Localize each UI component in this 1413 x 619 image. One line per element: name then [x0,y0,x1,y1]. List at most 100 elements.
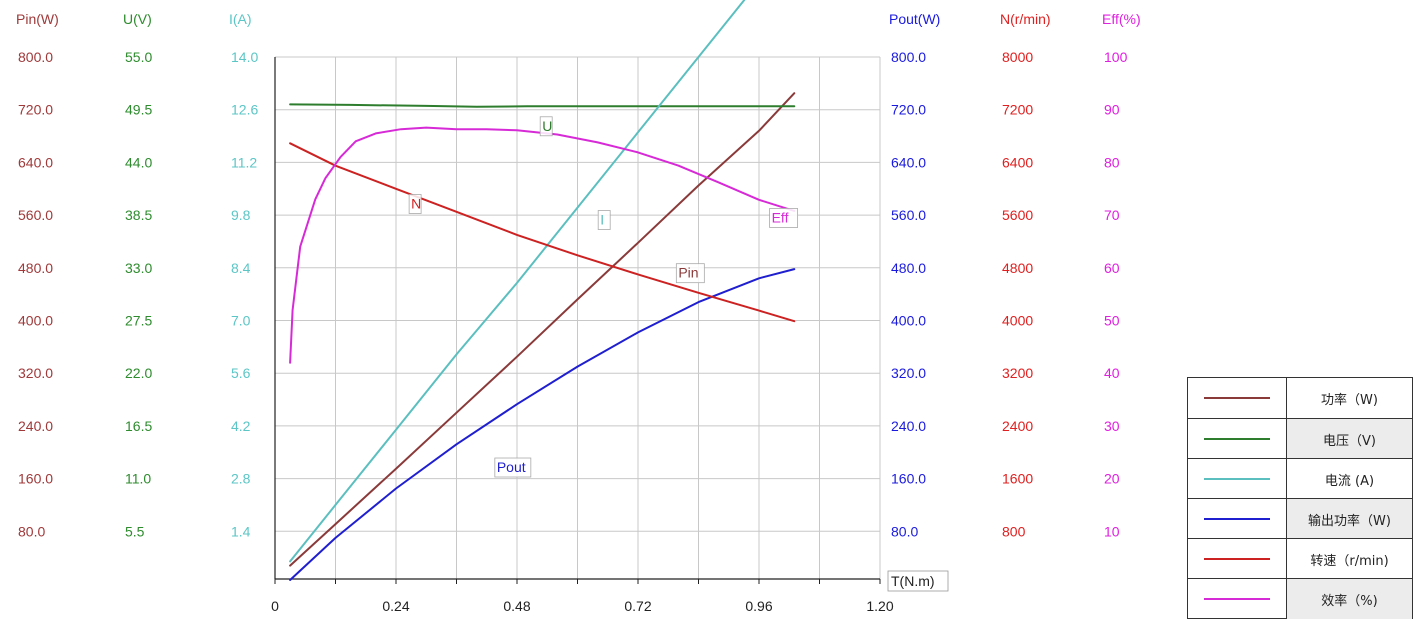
y-tick-label-n: 800 [1002,523,1026,539]
series-tag-box-n [408,194,422,214]
y-tick-label-eff: 20 [1104,471,1120,487]
y-tick-label-pout: 800.0 [891,49,926,65]
legend-item-pin: 功率（W) [1188,378,1412,418]
y-tick-label-u: 44.0 [125,154,152,170]
y-tick-label-n: 7200 [1002,102,1033,118]
legend-label-n: 转速（r/min) [1310,553,1389,569]
y-tick-label-eff: 10 [1104,523,1120,539]
legend-label-pout: 输出功率（W) [1287,499,1412,539]
y-tick-label-u: 22.0 [125,365,152,381]
y-tick-label-i: 2.8 [231,471,251,487]
y-tick-label-eff: 60 [1104,260,1120,276]
y-tick-label-n: 2400 [1002,418,1033,434]
y-tick-label-pin: 480.0 [18,260,53,276]
x-tick-label: 1.20 [866,598,893,614]
y-axis-header-u: U(V) [123,11,152,27]
y-tick-label-n: 5600 [1002,207,1033,223]
series-line-n [289,142,796,323]
legend-swatch-eff [1204,598,1270,600]
y-tick-label-pin: 240.0 [18,418,53,434]
y-tick-label-pout: 640.0 [891,154,926,170]
y-tick-label-n: 4800 [1002,260,1033,276]
legend: 功率（W) 电压（V) 电流 (A) 输出功率（W) 转速（r/min) 效率（… [1187,377,1413,619]
series-line-pin [289,92,796,567]
y-tick-label-u: 55.0 [125,49,152,65]
x-tick-label: 0 [271,598,279,614]
y-tick-label-pout: 320.0 [891,365,926,381]
legend-swatch-n [1204,558,1270,560]
series-tag-pout: Pout [497,459,526,475]
y-tick-label-i: 7.0 [231,313,251,329]
legend-label-pin: 功率（W) [1321,392,1378,408]
x-axis-label: T(N.m) [891,573,935,589]
y-tick-label-i: 8.4 [231,260,251,276]
legend-item-i: 电流 (A) [1188,458,1412,499]
legend-label-i: 电流 (A) [1324,473,1375,489]
y-tick-label-pout: 80.0 [891,523,918,539]
y-tick-label-pin: 640.0 [18,154,53,170]
legend-item-pout: 输出功率（W) [1188,498,1412,539]
y-tick-label-n: 3200 [1002,365,1033,381]
legend-swatch-u [1204,438,1270,440]
y-tick-label-eff: 100 [1104,49,1128,65]
x-tick-label: 0.24 [382,598,409,614]
series-line-i [289,0,746,563]
legend-swatch-pin [1204,397,1270,399]
legend-item-n: 转速（r/min) [1188,538,1412,579]
x-tick-label: 0.48 [503,598,530,614]
series-lines [289,0,796,581]
series-tag-pin: Pin [678,265,698,281]
y-tick-label-pin: 560.0 [18,207,53,223]
series-tag-box-pout [494,457,532,478]
plot-axes [274,57,881,584]
legend-label-u: 电压（V) [1287,419,1412,459]
y-tick-label-eff: 80 [1104,154,1120,170]
y-tick-label-pin: 720.0 [18,102,53,118]
y-tick-label-pout: 560.0 [891,207,926,223]
y-tick-label-u: 38.5 [125,207,152,223]
x-tick-label: 0.72 [624,598,651,614]
series-line-u [289,103,796,108]
series-tag-box-pin [675,263,705,284]
series-tag-eff: Eff [772,209,789,225]
y-tick-label-eff: 40 [1104,365,1120,381]
x-tick-label: 0.96 [745,598,772,614]
series-tag-u: U [542,118,552,134]
series-line-pout [289,268,796,581]
y-tick-label-i: 12.6 [231,102,258,118]
y-axis-header-i: I(A) [229,11,252,27]
y-tick-label-n: 4000 [1002,313,1033,329]
y-tick-label-n: 6400 [1002,154,1033,170]
legend-item-eff: 效率（%) [1188,578,1412,619]
y-axis-header-pin: Pin(W) [16,11,59,27]
legend-swatch-i [1204,478,1270,480]
y-tick-label-pout: 400.0 [891,313,926,329]
y-tick-label-pin: 80.0 [18,523,45,539]
y-tick-label-i: 14.0 [231,49,258,65]
y-tick-label-u: 27.5 [125,313,152,329]
series-tag-box-u [539,116,553,137]
plot-grid [275,56,881,579]
y-tick-labels: Pin(W) 800.0 720.0 640.0 560.0 480.0 400.0 320.… [16,11,1141,539]
y-tick-label-u: 5.5 [125,523,145,539]
y-tick-label-eff: 30 [1104,418,1120,434]
y-axis-header-pout: Pout(W) [889,11,940,27]
y-tick-label-pout: 240.0 [891,418,926,434]
y-tick-label-pin: 160.0 [18,471,53,487]
y-tick-label-i: 4.2 [231,418,251,434]
y-tick-label-pin: 400.0 [18,313,53,329]
series-tag-box-i [597,210,611,230]
y-tick-label-eff: 70 [1104,207,1120,223]
y-tick-label-u: 33.0 [125,260,152,276]
series-tags: Pin U I Pout N Eff [408,116,799,478]
legend-swatch-pout [1204,518,1270,520]
series-tag-box-eff [769,208,799,228]
y-tick-label-pout: 160.0 [891,471,926,487]
y-tick-label-pout: 720.0 [891,102,926,118]
y-tick-label-i: 9.8 [231,207,251,223]
x-tick-labels: 0 0.24 0.48 0.72 0.96 1.20 T(N.m) [271,570,949,614]
y-tick-label-pin: 800.0 [18,49,53,65]
y-tick-label-eff: 90 [1104,102,1120,118]
y-tick-label-i: 11.2 [231,154,257,170]
